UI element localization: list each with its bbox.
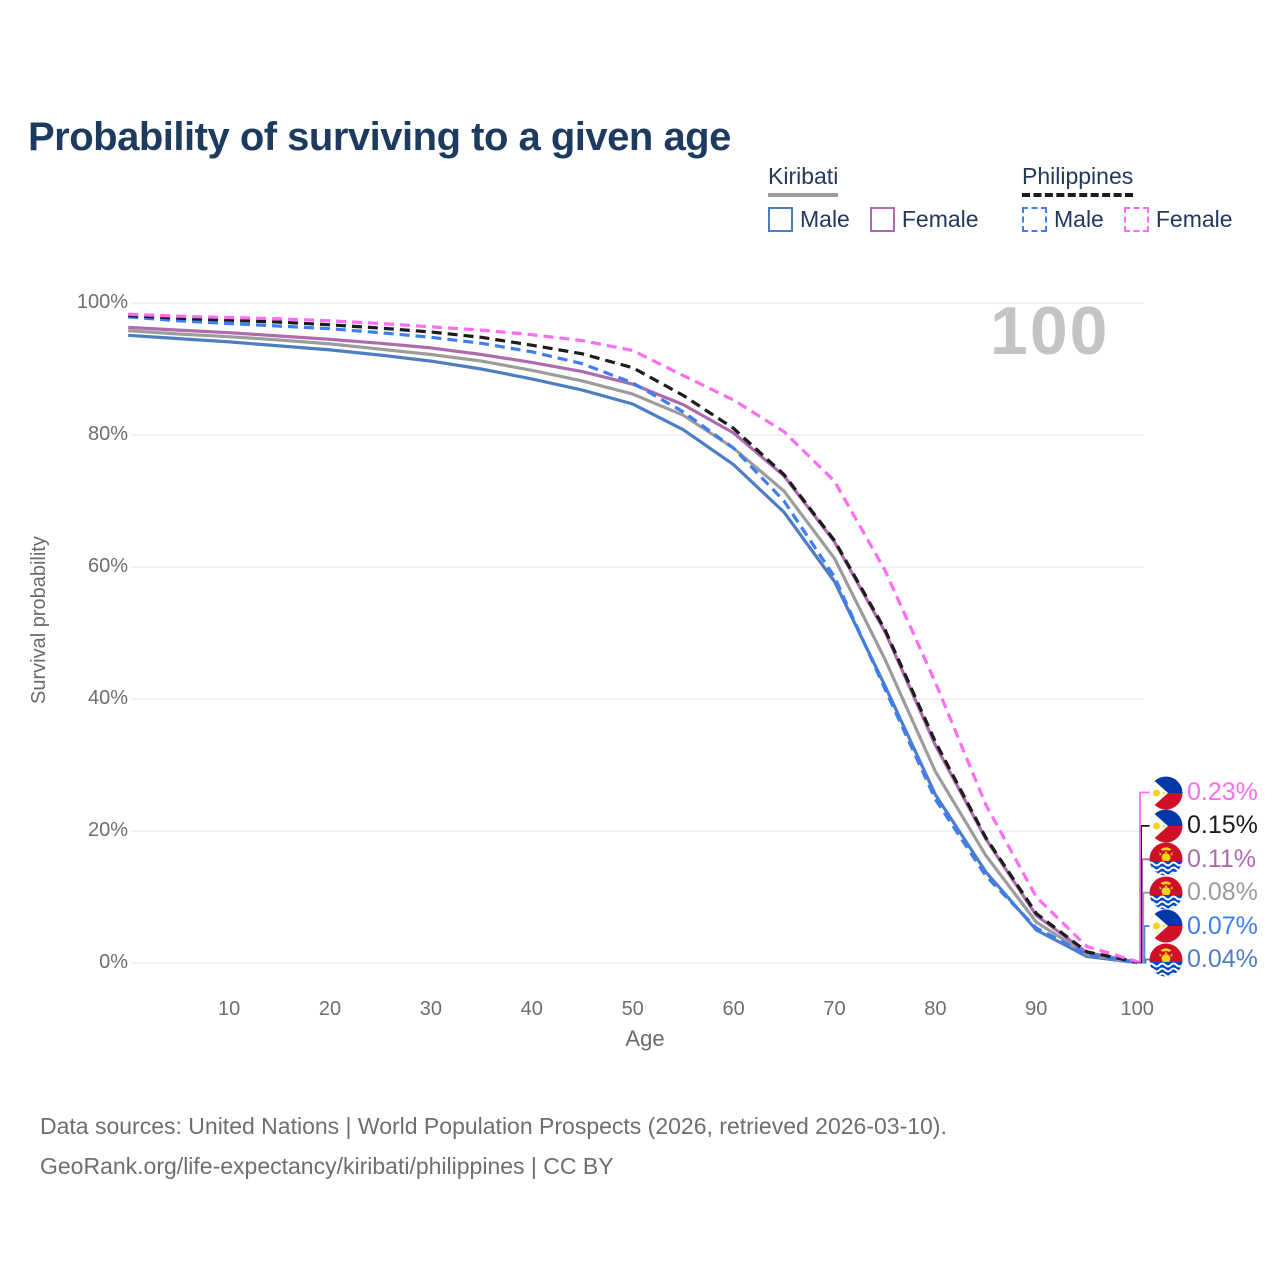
series-line-kiribati-male[interactable]	[128, 333, 1138, 965]
kiribati-female-swatch-icon	[869, 207, 895, 232]
footer-url: GeoRank.org/life-expectancy/kiribati/phi…	[40, 1153, 614, 1179]
y-tick-label: 20%	[87, 819, 128, 841]
end-value-text: 0.04%	[1187, 945, 1258, 973]
kiribati-male-swatch-icon	[768, 207, 793, 232]
y-tick-label: 40%	[87, 687, 128, 709]
end-value-label-kiribati-female: 0.11%	[1149, 841, 1256, 877]
end-value-text: 0.15%	[1187, 811, 1258, 840]
legend-label: Male	[1054, 206, 1104, 232]
legend-label: Male	[800, 206, 850, 232]
series-line-kiribati-female[interactable]	[128, 325, 1138, 964]
x-tick-label: 30	[419, 998, 443, 1020]
philippines-flag-icon	[1149, 776, 1183, 809]
philippines-flag-icon	[1149, 809, 1183, 843]
philippines-flag-icon	[1149, 909, 1183, 943]
x-tick-label: 80	[924, 998, 947, 1020]
y-axis-title: Survival probability	[28, 536, 50, 704]
philippines-female-swatch-icon	[1123, 207, 1149, 232]
kiribati-flag-icon	[1149, 842, 1183, 876]
end-value-text: 0.07%	[1187, 911, 1258, 940]
philippines-male-swatch-icon	[1022, 207, 1047, 232]
end-value-text: 0.23%	[1187, 778, 1258, 806]
y-tick-label: 0%	[99, 951, 128, 973]
x-tick-label: 20	[318, 998, 342, 1020]
end-value-label-philippines-male: 0.07%	[1149, 908, 1258, 944]
legend-items-kiribati: Male Female	[768, 206, 979, 233]
end-value-text: 0.08%	[1187, 878, 1258, 907]
x-tick-label: 100	[1120, 998, 1154, 1020]
x-tick-label: 70	[823, 998, 846, 1020]
series-line-philippines-male[interactable]	[128, 315, 1138, 965]
x-tick-label: 90	[1025, 998, 1048, 1020]
legend-header-kiribati[interactable]: Kiribati	[768, 163, 839, 197]
end-value-label-philippines-both: 0.15%	[1149, 808, 1258, 844]
x-tick-label: 60	[722, 998, 745, 1020]
legend-label: Female	[901, 206, 979, 232]
legend-items-philippines: Male Female	[1022, 206, 1233, 233]
y-tick-label: 60%	[87, 555, 128, 577]
legend-group-kiribati: Kiribati Male Female	[768, 163, 979, 233]
legend-item-kiribati-female[interactable]: Female	[869, 206, 979, 233]
end-value-label-kiribati-both: 0.08%	[1149, 875, 1258, 911]
x-tick-label: 40	[520, 998, 543, 1020]
footer-attribution: Data sources: United Nations | World Pop…	[40, 1106, 947, 1186]
x-axis-title: Age	[625, 1026, 665, 1051]
kiribati-flag-icon	[1149, 876, 1183, 910]
end-label-connector	[1137, 791, 1150, 963]
hover-age-watermark: 100	[990, 293, 1110, 369]
y-tick-label: 80%	[87, 423, 128, 445]
legend-item-philippines-male[interactable]: Male	[1022, 206, 1104, 233]
end-value-text: 0.11%	[1187, 844, 1257, 873]
legend-item-kiribati-male[interactable]: Male	[768, 206, 850, 233]
footer-data-sources: Data sources: United Nations | World Pop…	[40, 1113, 947, 1139]
page-title: Probability of surviving to a given age	[28, 114, 731, 159]
y-tick-label: 100%	[76, 291, 128, 313]
x-tick-label: 50	[621, 998, 644, 1020]
end-value-label-philippines-female: 0.23%	[1149, 775, 1258, 811]
end-value-label-kiribati-male: 0.04%	[1149, 942, 1258, 978]
legend-group-philippines: Philippines Male Female	[1022, 163, 1233, 233]
series-line-philippines-both[interactable]	[128, 313, 1138, 964]
kiribati-flag-icon	[1149, 943, 1183, 976]
series-line-philippines-female[interactable]	[128, 312, 1138, 964]
legend-header-philippines[interactable]: Philippines	[1022, 163, 1134, 197]
legend-item-philippines-female[interactable]: Female	[1123, 206, 1233, 233]
x-tick-label: 10	[217, 998, 241, 1020]
series-line-kiribati-both[interactable]	[128, 329, 1138, 965]
legend-label: Female	[1155, 206, 1233, 232]
